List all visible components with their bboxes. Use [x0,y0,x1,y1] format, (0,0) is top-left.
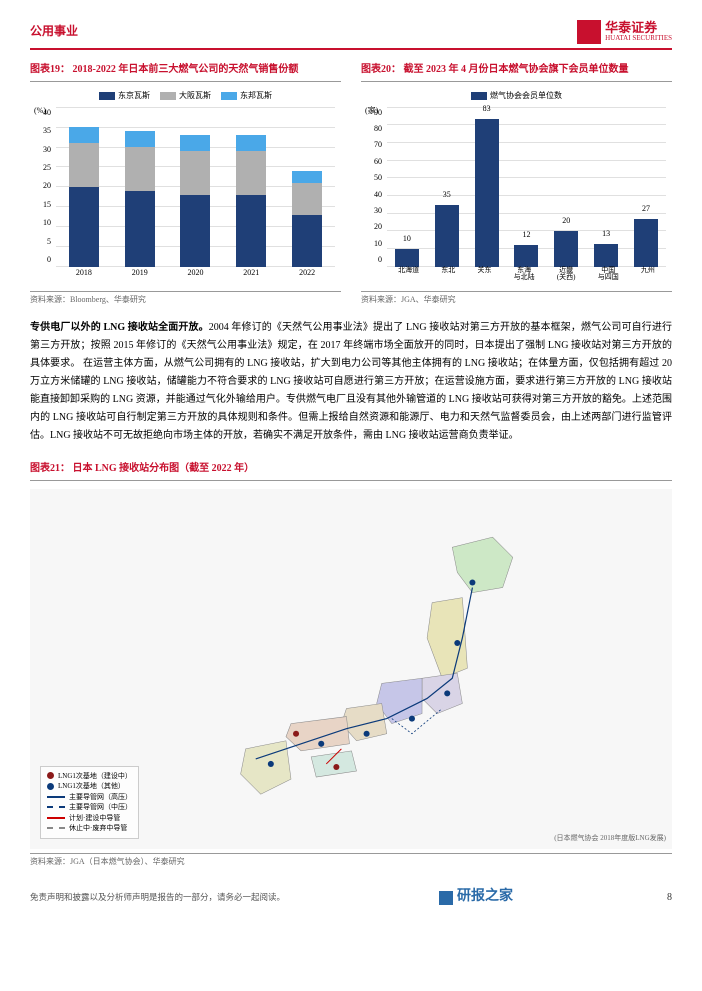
chart-19: 图表19： 2018-2022 年日本前三大燃气公司的天然气销售份额 东京瓦斯大… [30,62,341,307]
footer-brand-icon [439,891,453,905]
legend-item: 东邦瓦斯 [221,90,272,103]
chart-19-legend: 东京瓦斯大阪瓦斯东邦瓦斯 [30,90,341,103]
lng-node [363,731,369,737]
bar: 13 [594,107,618,267]
bar: 12 [514,107,538,267]
region-shikoku [311,751,356,777]
map-legend-item: 主要导管网（高压） [47,792,132,803]
lng-node [469,580,475,586]
chart-19-area: (%) 0510152025303540 2018201920202021202… [30,107,341,287]
chart-19-x-axis: 20182019202020212022 [56,267,335,287]
bar: 83 [475,107,499,267]
chart-19-plot [56,107,335,267]
chart-19-y-axis: 0510152025303540 [30,107,54,267]
chart-row-top: 图表19： 2018-2022 年日本前三大燃气公司的天然气销售份额 东京瓦斯大… [30,62,672,307]
lng-node-building [293,731,299,737]
chart-21-source: 资料来源：JGA（日本燃气协会）、华泰研究 [30,853,672,869]
lng-node [454,640,460,646]
brand-name: 华泰证券 [605,21,672,35]
region-kyushu [240,741,290,794]
footer-brand: 研报之家 [439,886,513,908]
bar [236,107,266,267]
lng-node [444,691,450,697]
disclaimer: 免责声明和披露以及分析师声明是报告的一部分，请务必一起阅读。 [30,891,285,905]
chart-21: 图表21： 日本 LNG 接收站分布图（截至 2022 年） [30,461,672,869]
chart-19-bars [56,107,335,267]
legend-item: 燃气协会会员单位数 [471,90,562,103]
bar [69,107,99,267]
chart-20-bars: 10358312201327 [387,107,666,267]
body-content: 2004 年修订的《天然气公用事业法》提出了 LNG 接收站对第三方开放的基本框… [30,322,672,441]
bar: 10 [395,107,419,267]
chart-20-source: 资料来源：JGA、华泰研究 [361,291,672,307]
map-legend-item: 休止中·废弃中导管 [47,823,132,834]
logo-icon [577,20,601,44]
map-legend-item: 主要导管网（中压） [47,802,132,813]
japan-map: LNG1次基地（建设中）LNG1次基地（其他）主要导管网（高压）主要导管网（中压… [30,489,672,849]
map-note: (日本燃气协会 2018年度版LNG发展) [554,833,666,844]
bar [125,107,155,267]
bar [292,107,322,267]
lng-node [318,741,324,747]
lng-node [267,761,273,767]
bar: 20 [554,107,578,267]
brand-sub: HUATAI SECURITIES [605,35,672,43]
legend-item: 东京瓦斯 [99,90,150,103]
page-number: 8 [667,890,672,906]
map-legend: LNG1次基地（建设中）LNG1次基地（其他）主要导管网（高压）主要导管网（中压… [40,766,139,839]
chart-20-x-axis: 北海道东北关东东海 与北陆近畿 (关西)中国 与四国九州 [387,267,666,287]
body-paragraph: 专供电厂以外的 LNG 接收站全面开放。2004 年修订的《天然气公用事业法》提… [30,319,672,445]
region-kanto [422,674,462,714]
lng-node-building [333,764,339,770]
lng-node [408,716,414,722]
chart-20-legend: 燃气协会会员单位数 [361,90,672,103]
bar: 35 [435,107,459,267]
page-header: 公用事业 华泰证券 HUATAI SECURITIES [30,20,672,50]
chart-21-title: 图表21： 日本 LNG 接收站分布图（截至 2022 年） [30,461,672,481]
map-legend-item: 计划·建设中导管 [47,813,132,824]
region-hokkaido [452,538,512,593]
legend-item: 大阪瓦斯 [160,90,211,103]
region-tohoku [427,598,467,679]
japan-svg [69,517,634,819]
chart-20: 图表20： 截至 2023 年 4 月份日本燃气协会旗下会员单位数量 燃气协会会… [361,62,672,307]
section-label: 公用事业 [30,22,78,41]
chart-20-title: 图表20： 截至 2023 年 4 月份日本燃气协会旗下会员单位数量 [361,62,672,82]
footer-brand-text: 研报之家 [457,886,513,908]
bar: 27 [634,107,658,267]
map-legend-item: LNG1次基地（建设中） [47,771,132,782]
page-footer: 免责声明和披露以及分析师声明是报告的一部分，请务必一起阅读。 研报之家 8 [30,886,672,908]
map-legend-item: LNG1次基地（其他） [47,781,132,792]
chart-19-source: 资料来源：Bloomberg、华泰研究 [30,291,341,307]
bar [180,107,210,267]
chart-20-y-axis: 0102030405060708090 [361,107,385,267]
brand-logo: 华泰证券 HUATAI SECURITIES [577,20,672,44]
chart-20-plot: 10358312201327 [387,107,666,267]
chart-19-title: 图表19： 2018-2022 年日本前三大燃气公司的天然气销售份额 [30,62,341,82]
body-heading: 专供电厂以外的 LNG 接收站全面开放。 [30,322,209,333]
chart-20-area: (家) 0102030405060708090 10358312201327 北… [361,107,672,287]
